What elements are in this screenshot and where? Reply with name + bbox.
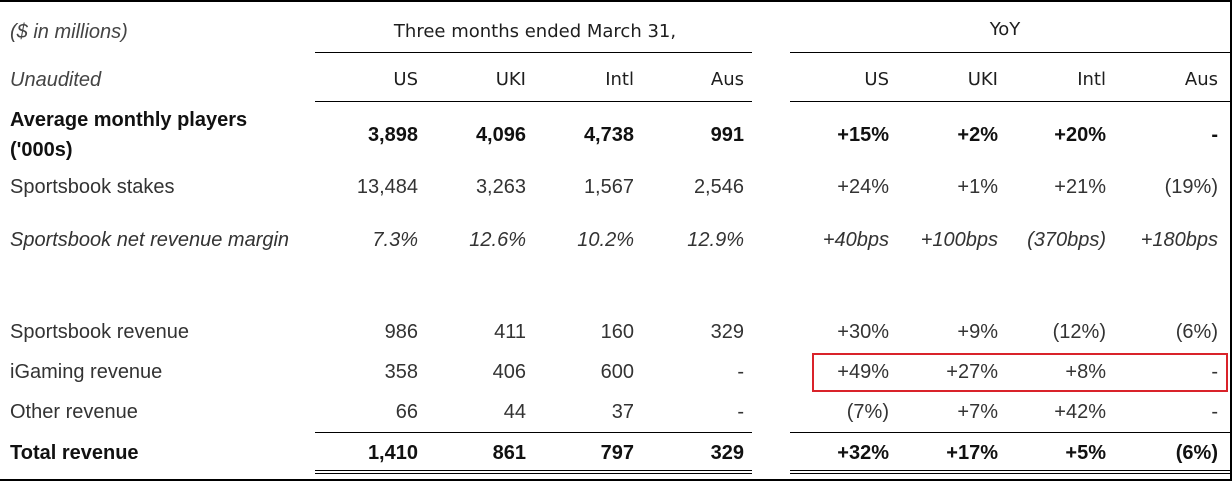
cell: 160	[600, 321, 634, 343]
yoy-cell: +15%	[837, 124, 889, 146]
cell: 358	[384, 361, 418, 383]
yoy-cell: +100bps	[920, 229, 998, 251]
yoy-cell: +5%	[1065, 442, 1106, 464]
double-rule	[315, 470, 752, 475]
cell: 12.9%	[687, 229, 744, 251]
cell: 4,738	[583, 124, 634, 146]
rule	[315, 432, 752, 433]
cell: 991	[710, 124, 744, 146]
yoy-cell: +8%	[1065, 361, 1106, 383]
period-header: Three months ended March 31,	[393, 21, 677, 42]
cell: 329	[710, 321, 744, 343]
yoy-header: YoY	[989, 19, 1021, 40]
yoy-cell: +42%	[1054, 401, 1106, 423]
cell: -	[737, 361, 744, 383]
yoy-cell: (19%)	[1164, 176, 1218, 198]
yoy-cell: +1%	[957, 176, 998, 198]
cell: 411	[494, 321, 526, 343]
column-header: Aus	[710, 69, 744, 90]
note: ($ in millions)	[10, 21, 128, 43]
cell: 13,484	[356, 176, 418, 198]
column-header: UKI	[967, 69, 998, 90]
row-label: Other revenue	[10, 401, 138, 423]
cell: 3,263	[475, 176, 526, 198]
rule	[790, 52, 1230, 53]
cell: 44	[503, 401, 526, 423]
row-label: Sportsbook revenue	[10, 321, 190, 343]
cell: 7.3%	[372, 229, 418, 251]
column-header: Aus	[1184, 69, 1218, 90]
yoy-cell: +2%	[957, 124, 998, 146]
highlight-box	[812, 353, 1228, 392]
row-label: Total revenue	[10, 442, 139, 464]
yoy-cell: (7%)	[846, 401, 889, 423]
yoy-cell: +21%	[1054, 176, 1106, 198]
yoy-cell: +7%	[957, 401, 998, 423]
cell: 37	[611, 401, 634, 423]
subnote: Unaudited	[10, 69, 102, 91]
yoy-cell: -	[1211, 401, 1218, 423]
column-header: US	[864, 69, 889, 90]
cell: 797	[600, 442, 634, 464]
cell: 10.2%	[577, 229, 634, 251]
yoy-cell: +9%	[957, 321, 998, 343]
column-header: US	[393, 69, 418, 90]
cell: 1,567	[583, 176, 634, 198]
yoy-cell: +24%	[837, 176, 889, 198]
cell: 600	[600, 361, 634, 383]
row-label: Average monthly players ('000s)	[10, 109, 248, 161]
cell: 406	[492, 361, 526, 383]
yoy-cell: +30%	[837, 321, 889, 343]
cell: 1,410	[367, 442, 418, 464]
cell: 66	[395, 401, 418, 423]
rule	[790, 432, 1230, 433]
cell: 861	[492, 442, 526, 464]
yoy-cell: -	[1211, 361, 1218, 383]
column-header: UKI	[495, 69, 526, 90]
row-label: iGaming revenue	[10, 361, 163, 383]
double-rule	[790, 470, 1230, 475]
yoy-cell: +180bps	[1140, 229, 1218, 251]
cell: 12.6%	[469, 229, 526, 251]
rule	[315, 52, 752, 53]
yoy-cell: +40bps	[822, 229, 889, 251]
rule	[790, 101, 1230, 102]
yoy-cell: +32%	[837, 442, 889, 464]
yoy-cell: +27%	[946, 361, 998, 383]
yoy-cell: (370bps)	[1027, 229, 1106, 251]
column-header: Intl	[1077, 69, 1106, 90]
cell: 2,546	[693, 176, 744, 198]
yoy-cell: +17%	[946, 442, 998, 464]
yoy-cell: (12%)	[1052, 321, 1106, 343]
cell: -	[737, 401, 744, 423]
row-label: Sportsbook net revenue margin	[10, 229, 290, 251]
cell: 986	[384, 321, 418, 343]
cell: 329	[710, 442, 744, 464]
column-header: Intl	[605, 69, 634, 90]
yoy-cell: +20%	[1054, 124, 1106, 146]
yoy-cell: (6%)	[1175, 442, 1218, 464]
yoy-cell: +49%	[837, 361, 889, 383]
yoy-cell: -	[1211, 124, 1218, 146]
rule	[315, 101, 752, 102]
row-label: Sportsbook stakes	[10, 176, 175, 198]
yoy-cell: (6%)	[1175, 321, 1218, 343]
cell: 3,898	[367, 124, 418, 146]
cell: 4,096	[475, 124, 526, 146]
